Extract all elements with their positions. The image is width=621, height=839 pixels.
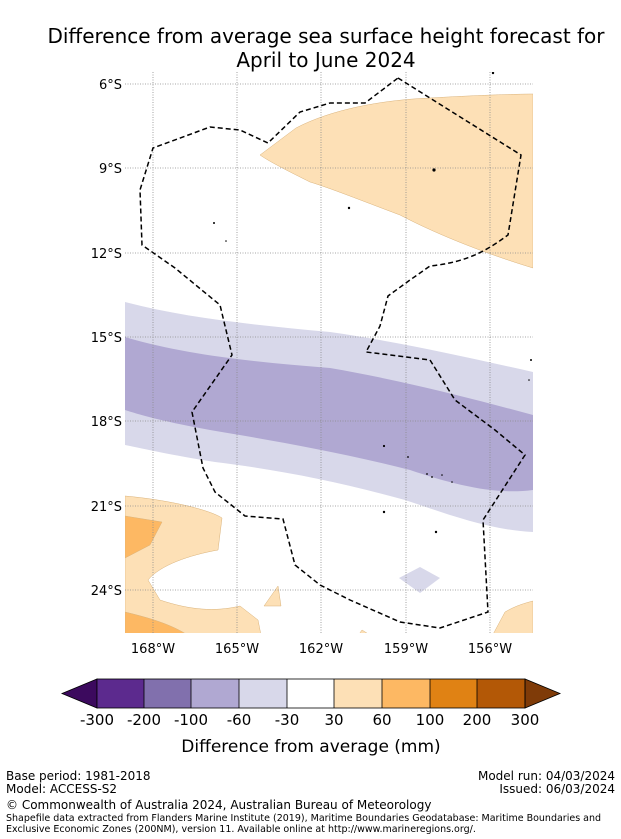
colorbar: -300 -200 -100 -60 -30 30 60 100 200 300… xyxy=(62,679,560,757)
colorbar-tick-pos-30: 30 xyxy=(324,711,343,729)
lon-label-162w: 162°W xyxy=(299,642,343,657)
model-name: Model: ACCESS-S2 xyxy=(6,783,117,796)
colorbar-tick-pos-200: 200 xyxy=(463,711,492,729)
colorbar-tick-neg-60: -60 xyxy=(227,711,252,729)
lat-label-9s: 9°S xyxy=(99,162,122,177)
lon-label-156w: 156°W xyxy=(468,642,512,657)
lat-label-24s: 24°S xyxy=(91,584,122,599)
shapefile-credit-line-2: Exclusive Economic Zones (200NM), versio… xyxy=(6,824,476,835)
shapefile-credit-line-1: Shapefile data extracted from Flanders M… xyxy=(6,813,601,824)
issued-date: Issued: 06/03/2024 xyxy=(499,783,615,796)
copyright: © Commonwealth of Australia 2024, Austra… xyxy=(6,799,431,812)
colorbar-arrow-low xyxy=(62,679,97,708)
colorbar-tick-neg-300: -300 xyxy=(80,711,114,729)
colorbar-bin-neutral xyxy=(287,679,334,708)
colorbar-tick-neg-200: -200 xyxy=(127,711,161,729)
map-area xyxy=(125,72,533,640)
colorbar-arrow-high xyxy=(525,679,560,708)
colorbar-label: Difference from average (mm) xyxy=(181,737,440,757)
lat-label-6s: 6°S xyxy=(99,78,122,93)
lat-label-21s: 21°S xyxy=(91,500,122,515)
lat-label-18s: 18°S xyxy=(91,415,122,430)
anomaly-patch-neg-30 xyxy=(399,567,440,593)
lat-label-15s: 15°S xyxy=(91,331,122,346)
lon-label-159w: 159°W xyxy=(384,642,428,657)
colorbar-tick-pos-100: 100 xyxy=(416,711,445,729)
anomaly-patch-pos-30-a xyxy=(264,586,281,606)
anomaly-region-pos-30-north xyxy=(260,94,533,268)
colorbar-bin-neg-100 xyxy=(144,679,191,708)
map-figure: 6°S 9°S 12°S 15°S 18°S 21°S 24°S 168°W 1… xyxy=(0,0,621,839)
colorbar-tick-neg-30: -30 xyxy=(275,711,300,729)
lon-label-165w: 165°W xyxy=(215,642,259,657)
lon-label-168w: 168°W xyxy=(131,642,175,657)
colorbar-tick-pos-60: 60 xyxy=(372,711,391,729)
colorbar-bin-neg-30 xyxy=(239,679,287,708)
colorbar-bin-pos-200 xyxy=(477,679,525,708)
colorbar-bin-pos-30 xyxy=(334,679,382,708)
lat-label-12s: 12°S xyxy=(91,247,122,262)
colorbar-bin-neg-60 xyxy=(191,679,239,708)
colorbar-bin-pos-100 xyxy=(430,679,477,708)
colorbar-bin-neg-200 xyxy=(97,679,144,708)
anomaly-region-pos-30-southeast xyxy=(490,601,533,640)
colorbar-bin-pos-60 xyxy=(382,679,430,708)
anomaly-patch-pos-30-b xyxy=(355,630,378,640)
colorbar-tick-neg-100: -100 xyxy=(174,711,208,729)
colorbar-tick-pos-300: 300 xyxy=(511,711,540,729)
